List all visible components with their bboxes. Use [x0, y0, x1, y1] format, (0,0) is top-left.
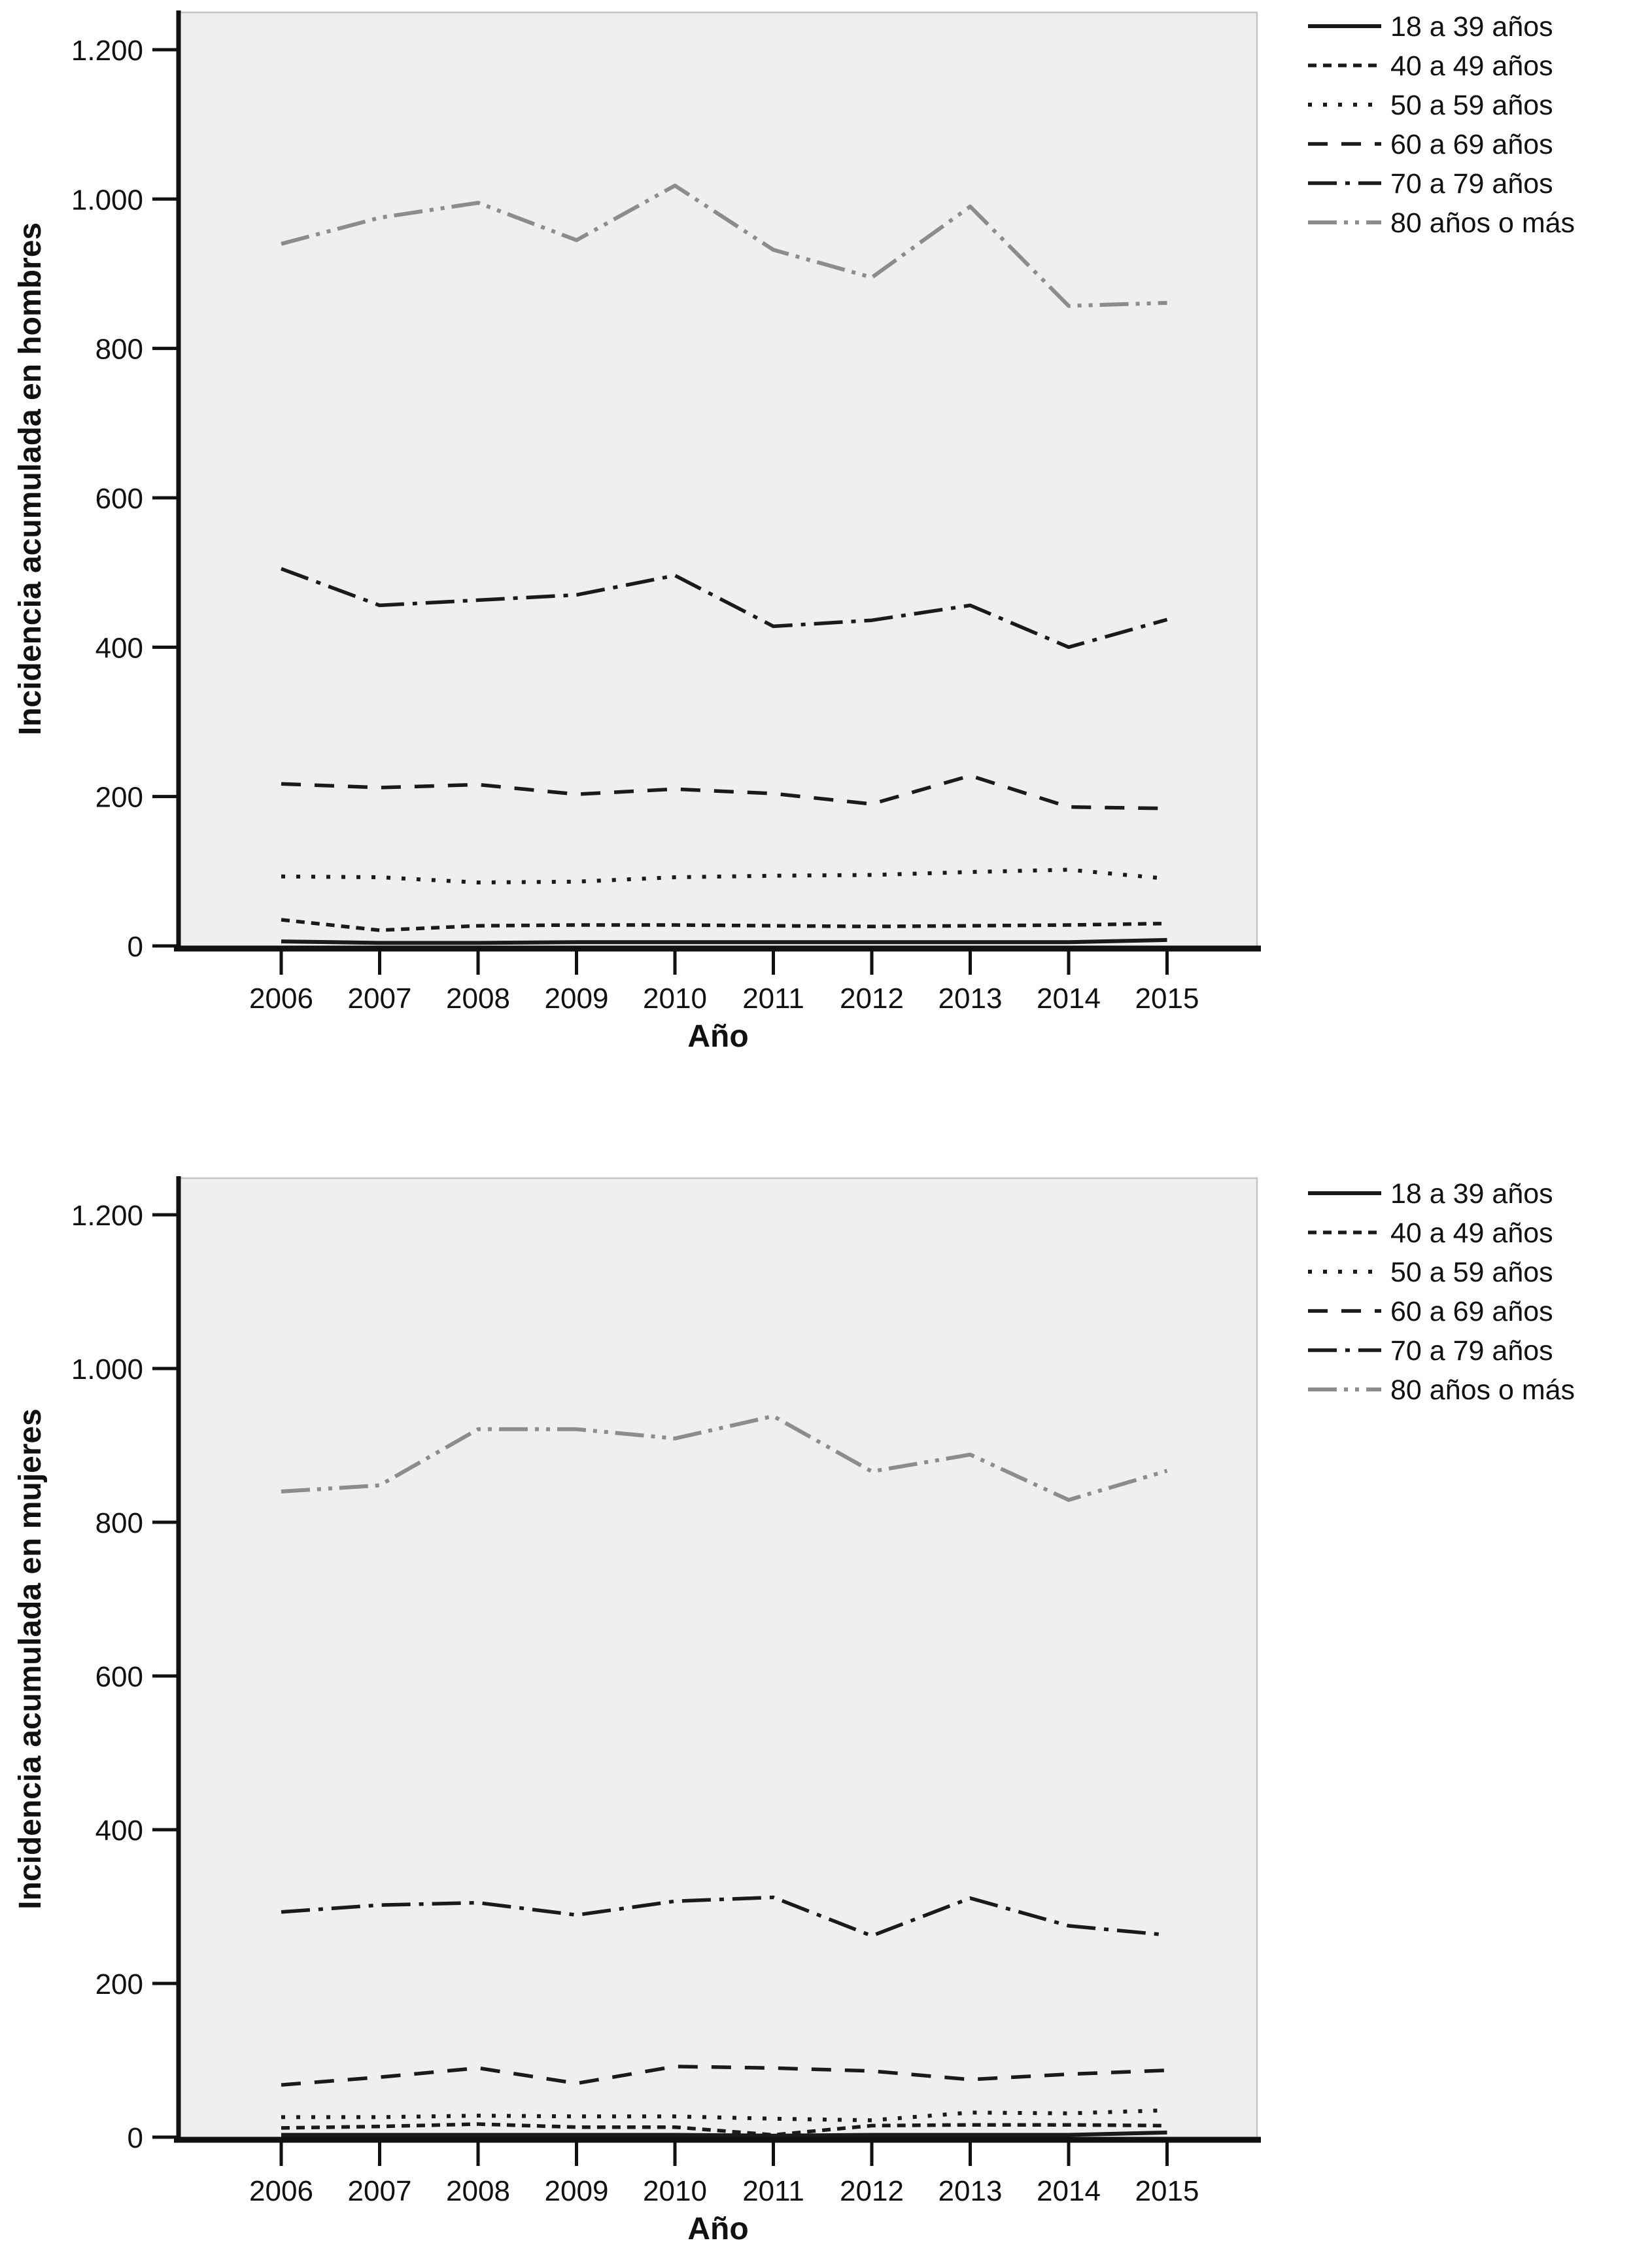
legend-label: 18 a 39 años — [1390, 11, 1553, 43]
legend-label: 18 a 39 años — [1390, 1178, 1553, 1210]
x-tick-label: 2012 — [840, 2175, 904, 2207]
x-tick-label: 2015 — [1135, 2175, 1199, 2207]
x-tick-label: 2011 — [742, 983, 804, 1015]
x-tick-label: 2009 — [545, 983, 609, 1015]
y-axis-title: Incidencia acumulada en mujeres — [13, 1408, 48, 1910]
legend-label: 80 años o más — [1390, 207, 1575, 239]
y-tick-label: 0 — [128, 2122, 143, 2154]
x-tick-label: 2010 — [643, 983, 707, 1015]
series-line-40-a-49-años — [281, 918, 1167, 932]
x-tick-label: 2014 — [1037, 983, 1101, 1015]
y-tick-label: 1.000 — [71, 184, 143, 216]
legend-label: 40 a 49 años — [1390, 50, 1553, 82]
x-axis-title: Año — [687, 2212, 748, 2246]
series-line-40-a-49-años — [281, 2122, 1167, 2137]
series-line-70-a-79-años — [281, 1895, 1167, 1938]
y-tick-label: 400 — [95, 1815, 143, 1847]
legend-label: 60 a 69 años — [1390, 1296, 1553, 1327]
x-tick-label: 2007 — [348, 2175, 412, 2207]
y-tick-label: 800 — [95, 334, 143, 366]
series-lines — [281, 183, 1168, 945]
series-line-70-a-79-años — [281, 567, 1168, 650]
y-tick-label: 200 — [95, 1968, 143, 2000]
legend-label: 60 a 69 años — [1390, 129, 1553, 160]
x-tick-label: 2015 — [1135, 983, 1199, 1015]
plot-area — [179, 12, 1258, 949]
y-tick-label: 1.200 — [71, 1200, 143, 1232]
plot-area — [179, 1178, 1258, 2140]
y-tick-label: 200 — [95, 782, 143, 814]
x-tick-label: 2011 — [742, 2175, 804, 2207]
x-tick-label: 2013 — [938, 2175, 1003, 2207]
x-tick-label: 2014 — [1037, 2175, 1101, 2207]
legend-label: 40 a 49 años — [1390, 1217, 1553, 1249]
x-tick-label: 2006 — [249, 983, 313, 1015]
series-line-60-a-69-años — [281, 2065, 1167, 2087]
legend-label: 70 a 79 años — [1390, 1335, 1553, 1367]
series-line-50-a-59-años — [281, 867, 1167, 884]
y-tick-label: 1.200 — [71, 35, 143, 67]
x-tick-label: 2007 — [348, 983, 412, 1015]
x-tick-label: 2013 — [938, 983, 1003, 1015]
series-line-60-a-69-años — [281, 773, 1167, 811]
chart-hombres: 0 200 400 600 800 1.000 1.200 2006 2007 2008 2009 2… — [13, 10, 1575, 1054]
legend: 18 a 39 años 40 a 49 años 50 a 59 años 60 a… — [1308, 1178, 1575, 1406]
legend-label: 50 a 59 años — [1390, 1257, 1553, 1288]
series-line-50-a-59-años — [281, 2108, 1167, 2123]
y-tick-label: 800 — [95, 1507, 143, 1539]
y-tick-label: 600 — [95, 483, 143, 515]
y-tick-label: 600 — [95, 1661, 143, 1693]
y-tick-label: 400 — [95, 632, 143, 664]
x-tick-label: 2006 — [249, 2175, 313, 2207]
x-tick-label: 2008 — [446, 2175, 510, 2207]
series-line-18-a-39-años — [281, 2130, 1167, 2138]
tick-marks-and-labels: 0 200 400 600 800 1.000 1.200 2006 2007 2008 2009 2… — [71, 35, 1199, 1015]
legend-label: 50 a 59 años — [1390, 90, 1553, 121]
series-line-80-años-o-más — [281, 183, 1167, 308]
y-tick-label: 1.000 — [71, 1353, 143, 1386]
legend-label: 80 años o más — [1390, 1374, 1575, 1406]
y-tick-label: 0 — [128, 931, 143, 963]
series-line-80-años-o-más — [281, 1414, 1168, 1502]
x-tick-label: 2009 — [545, 2175, 609, 2207]
chart-mujeres: 0 200 400 600 800 1.000 1.200 2006 2007 2008 2009 2… — [13, 1176, 1575, 2246]
x-axis-title: Año — [687, 1019, 748, 1054]
y-axis-title: Incidencia acumulada en hombres — [13, 222, 48, 735]
x-tick-label: 2008 — [446, 983, 510, 1015]
legend: 18 a 39 años 40 a 49 años 50 a 59 años 60 a… — [1308, 11, 1575, 239]
series-line-18-a-39-años — [281, 937, 1167, 945]
tick-marks-and-labels: 0 200 400 600 800 1.000 1.200 2006 2007 2008 2009 2… — [71, 1200, 1199, 2207]
x-tick-label: 2010 — [643, 2175, 707, 2207]
legend-label: 70 a 79 años — [1390, 168, 1553, 200]
series-lines — [281, 1414, 1168, 2138]
x-tick-label: 2012 — [840, 983, 904, 1015]
